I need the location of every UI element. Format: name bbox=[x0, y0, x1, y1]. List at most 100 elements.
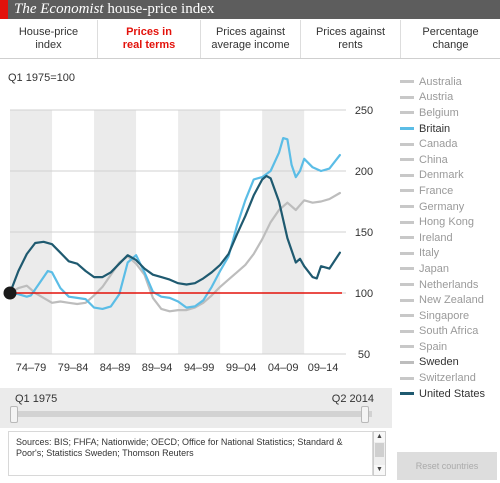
legend-swatch bbox=[400, 173, 414, 177]
tab-label-line2: real terms bbox=[122, 39, 176, 51]
legend-swatch bbox=[400, 158, 414, 162]
tab-percentage-change[interactable]: Percentage change bbox=[401, 20, 500, 58]
legend-item-austria[interactable]: Austria bbox=[400, 90, 500, 106]
legend-item-china[interactable]: China bbox=[400, 152, 500, 168]
legend-item-britain[interactable]: Britain bbox=[400, 121, 500, 137]
slider-end-handle[interactable] bbox=[361, 406, 369, 423]
time-range-slider: Q1 1975 Q2 2014 bbox=[0, 388, 392, 428]
scroll-down-arrow-icon[interactable]: ▼ bbox=[374, 465, 385, 475]
y-tick-label: 100 bbox=[355, 288, 373, 300]
y-tick-label: 50 bbox=[358, 349, 370, 361]
tab-prices-against-rents[interactable]: Prices against rents bbox=[301, 20, 401, 58]
legend-swatch bbox=[400, 189, 414, 193]
tab-house-price-index[interactable]: House-price index bbox=[0, 20, 98, 58]
tab-label-line2: rents bbox=[338, 39, 363, 51]
title-italic: The Economist bbox=[14, 1, 104, 17]
baseline-label: Q1 1975=100 bbox=[8, 72, 75, 84]
tab-label-line1: Prices in bbox=[126, 26, 172, 38]
legend-item-australia[interactable]: Australia bbox=[400, 74, 500, 90]
title-band bbox=[8, 0, 500, 19]
tab-label-line2: average income bbox=[211, 39, 290, 51]
legend-item-spain[interactable]: Spain bbox=[400, 339, 500, 355]
country-legend: Australia Austria Belgium Britain Canada Chin… bbox=[400, 74, 500, 401]
page-title: The Economist house-price index bbox=[14, 1, 214, 18]
tab-label-line2: change bbox=[432, 39, 469, 51]
legend-item-hong-kong[interactable]: Hong Kong bbox=[400, 214, 500, 230]
legend-label: Sweden bbox=[419, 356, 459, 369]
legend-swatch bbox=[400, 251, 414, 255]
x-tick-label: 94–99 bbox=[184, 362, 215, 374]
legend-label: Netherlands bbox=[419, 278, 479, 291]
legend-swatch bbox=[400, 127, 414, 131]
legend-swatch bbox=[400, 220, 414, 224]
line-chart: 50 100 150 200 250 74–79 79–84 84–89 89–94 94–99 9… bbox=[3, 105, 373, 374]
legend-item-france[interactable]: France bbox=[400, 183, 500, 199]
x-tick-label: 09–14 bbox=[308, 362, 339, 374]
legend-label: Hong Kong bbox=[419, 216, 475, 229]
tab-label-line1: Prices against bbox=[315, 26, 386, 38]
y-tick-label: 250 bbox=[355, 105, 373, 117]
slider-start-label: Q1 1975 bbox=[15, 393, 58, 405]
legend-label: Austria bbox=[419, 91, 454, 104]
legend-swatch bbox=[400, 283, 414, 287]
legend-item-new-zealand[interactable]: New Zealand bbox=[400, 292, 500, 308]
legend-item-germany[interactable]: Germany bbox=[400, 199, 500, 215]
legend-item-south-africa[interactable]: South Africa bbox=[400, 324, 500, 340]
x-tick-label: 04–09 bbox=[268, 362, 299, 374]
legend-swatch bbox=[400, 267, 414, 271]
legend-label: Canada bbox=[419, 138, 458, 151]
legend-label: Italy bbox=[419, 247, 440, 260]
series-line-britain bbox=[8, 137, 341, 310]
legend-label: Japan bbox=[419, 262, 449, 275]
legend-label: Belgium bbox=[419, 106, 459, 119]
legend-label: South Africa bbox=[419, 325, 479, 338]
legend-label: Spain bbox=[419, 340, 448, 353]
legend-item-japan[interactable]: Japan bbox=[400, 261, 500, 277]
slider-track[interactable] bbox=[14, 411, 372, 417]
tab-label-line1: House-price bbox=[18, 26, 79, 38]
reset-countries-button[interactable]: Reset countries bbox=[397, 452, 497, 480]
legend-item-singapore[interactable]: Singapore bbox=[400, 308, 500, 324]
legend-label: Singapore bbox=[419, 309, 470, 322]
legend-swatch bbox=[400, 142, 414, 146]
y-tick-label: 200 bbox=[355, 166, 373, 178]
legend-item-belgium[interactable]: Belgium bbox=[400, 105, 500, 121]
scroll-thumb[interactable] bbox=[375, 443, 384, 457]
legend-label: Britain bbox=[419, 122, 451, 135]
legend-label: Australia bbox=[419, 75, 462, 88]
x-tick-label: 74–79 bbox=[16, 362, 47, 374]
legend-swatch bbox=[400, 111, 414, 115]
legend-label: Denmark bbox=[419, 169, 464, 182]
tab-label-line1: Percentage bbox=[422, 26, 479, 38]
tab-label-line2: index bbox=[35, 39, 62, 51]
sources-scrollbar[interactable]: ▲ ▼ bbox=[373, 431, 386, 476]
y-tick-label: 150 bbox=[355, 227, 373, 239]
legend-item-united-states[interactable]: United States bbox=[400, 386, 500, 402]
legend-swatch bbox=[400, 205, 414, 209]
legend-swatch bbox=[400, 80, 414, 84]
legend-swatch bbox=[400, 376, 414, 380]
x-tick-label: 89–94 bbox=[142, 362, 173, 374]
legend-item-netherlands[interactable]: Netherlands bbox=[400, 277, 500, 293]
series-line-united-states bbox=[8, 174, 341, 295]
x-tick-label: 84–89 bbox=[100, 362, 131, 374]
legend-swatch bbox=[400, 345, 414, 349]
legend-swatch bbox=[400, 329, 414, 333]
tab-prices-in-real-terms[interactable]: Prices in real terms bbox=[98, 20, 201, 58]
legend-item-denmark[interactable]: Denmark bbox=[400, 168, 500, 184]
legend-item-switzerland[interactable]: Switzerland bbox=[400, 370, 500, 386]
legend-item-canada[interactable]: Canada bbox=[400, 136, 500, 152]
tab-prices-against-average-income[interactable]: Prices against average income bbox=[201, 20, 301, 58]
series-line-sweden bbox=[8, 191, 341, 313]
legend-swatch bbox=[400, 298, 414, 302]
legend-swatch bbox=[400, 314, 414, 318]
slider-start-handle[interactable] bbox=[10, 406, 18, 423]
legend-swatch bbox=[400, 95, 414, 99]
legend-item-sweden[interactable]: Sweden bbox=[400, 355, 500, 371]
scroll-up-arrow-icon[interactable]: ▲ bbox=[374, 432, 385, 442]
legend-label: Switzerland bbox=[419, 372, 476, 385]
legend-item-ireland[interactable]: Ireland bbox=[400, 230, 500, 246]
legend-item-italy[interactable]: Italy bbox=[400, 246, 500, 262]
legend-label: Germany bbox=[419, 200, 465, 213]
x-tick-label: 99–04 bbox=[226, 362, 257, 374]
